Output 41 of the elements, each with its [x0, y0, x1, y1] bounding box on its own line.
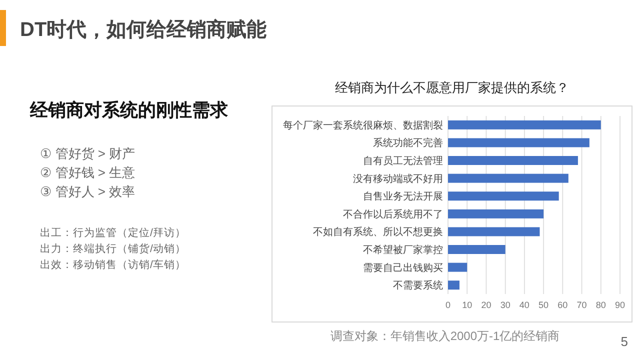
text: ③ 管好人 > 效率: [40, 184, 136, 199]
x-tick-label: 0: [445, 300, 451, 310]
chart-title: 经销商为什么不愿意用厂家提供的系统？: [335, 80, 569, 95]
bar: [448, 138, 590, 148]
x-tick-label: 50: [538, 300, 549, 310]
text: 经销商对系统的刚性需求: [29, 100, 229, 120]
x-tick-label: 40: [519, 300, 530, 310]
y-tick-label: 不需要系统: [393, 280, 443, 292]
y-tick-label: 自有员工无法管理: [363, 155, 443, 167]
x-tick-label: 30: [500, 300, 510, 310]
text: ② 管好钱 > 生意: [40, 165, 136, 180]
y-tick-label: 不希望被厂家掌控: [363, 244, 443, 256]
y-tick-label: 自售业务无法开展: [363, 190, 443, 203]
y-tick-label: 每个厂家一套系统很麻烦、数据割裂: [283, 119, 443, 132]
text: 调查对象：年销售收入2000万-1亿的经销商: [330, 329, 560, 343]
bar: [448, 245, 506, 254]
text: 出力：终端执行（铺货/动销）: [40, 242, 186, 255]
x-tick-label: 70: [576, 300, 587, 310]
x-tick-label: 60: [558, 300, 568, 310]
bar: [448, 262, 468, 272]
y-tick-label: 不合作以后系统用不了: [343, 208, 443, 220]
bar: [448, 120, 601, 130]
y-tick-label: 没有移动端或不好用: [353, 172, 443, 185]
bar: [448, 192, 559, 201]
bar: [448, 174, 568, 183]
text: 5: [620, 334, 628, 349]
y-tick-label: 系统功能不完善: [373, 137, 443, 150]
bar: [448, 280, 460, 290]
y-tick-label: 不如自有系统、所以不想更换: [313, 226, 443, 238]
x-tick-label: 20: [481, 300, 492, 310]
x-tick-label: 90: [614, 300, 626, 310]
text: 出工：行为监管（定位/拜访）: [40, 226, 186, 239]
text: 出效：移动销售（访销/车销）: [40, 258, 186, 271]
x-tick-label: 80: [596, 300, 606, 310]
x-tick-label: 10: [462, 300, 472, 310]
bar: [448, 227, 540, 236]
y-tick-label: 需要自己出钱购买: [363, 262, 443, 274]
bar: [448, 156, 578, 165]
text: ① 管好货 > 财产: [40, 146, 136, 161]
text: DT时代，如何给经销商赋能: [20, 18, 267, 41]
bar: [448, 209, 544, 218]
